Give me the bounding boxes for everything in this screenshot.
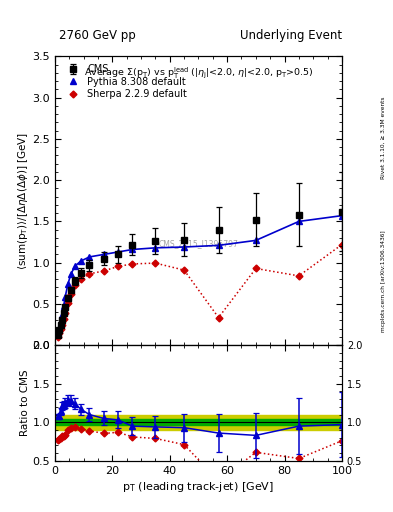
Pythia 8.308 default — [73, 263, 77, 269]
Text: Average $\Sigma$(p$_{\rm T}$) vs p$_{\rm T}^{\rm lead}$ (|$\eta_{\rm j}$|<2.0, $: Average $\Sigma$(p$_{\rm T}$) vs p$_{\rm… — [84, 65, 313, 80]
Sherpa 2.2.9 default — [101, 268, 106, 274]
Pythia 8.308 default — [63, 294, 68, 301]
Sherpa 2.2.9 default — [61, 316, 66, 323]
Pythia 8.308 default — [253, 238, 258, 244]
Pythia 8.308 default — [182, 244, 187, 250]
Bar — [55, 419, 342, 425]
Pythia 8.308 default — [66, 281, 70, 287]
Pythia 8.308 default — [116, 249, 121, 255]
Pythia 8.308 default — [61, 304, 66, 310]
Text: mcplots.cern.ch [arXiv:1306.3436]: mcplots.cern.ch [arXiv:1306.3436] — [381, 231, 386, 332]
Sherpa 2.2.9 default — [68, 291, 73, 297]
Pythia 8.308 default — [57, 326, 62, 332]
Y-axis label: Ratio to CMS: Ratio to CMS — [20, 370, 29, 436]
Sherpa 2.2.9 default — [297, 273, 301, 279]
Line: Pythia 8.308 default: Pythia 8.308 default — [55, 213, 345, 336]
Sherpa 2.2.9 default — [153, 260, 158, 266]
Text: 2760 GeV pp: 2760 GeV pp — [59, 29, 136, 42]
X-axis label: p$_{\rm T}$ (leading track-jet) [GeV]: p$_{\rm T}$ (leading track-jet) [GeV] — [123, 480, 274, 494]
Sherpa 2.2.9 default — [79, 276, 83, 282]
Sherpa 2.2.9 default — [216, 314, 221, 321]
Sherpa 2.2.9 default — [130, 261, 135, 267]
Sherpa 2.2.9 default — [66, 300, 70, 306]
Sherpa 2.2.9 default — [182, 267, 187, 273]
Pythia 8.308 default — [55, 331, 60, 337]
Pythia 8.308 default — [340, 212, 344, 219]
Pythia 8.308 default — [79, 258, 83, 264]
Sherpa 2.2.9 default — [340, 242, 344, 248]
Line: Sherpa 2.2.9 default: Sherpa 2.2.9 default — [55, 242, 344, 339]
Y-axis label: $\langle$sum(p$_{\rm T}$)$\rangle$/$[\Delta\eta\Delta(\Delta\phi)]$ [GeV]: $\langle$sum(p$_{\rm T}$)$\rangle$/$[\De… — [16, 132, 29, 270]
Bar — [55, 415, 342, 430]
Pythia 8.308 default — [297, 218, 301, 224]
Pythia 8.308 default — [130, 246, 135, 252]
Text: Underlying Event: Underlying Event — [240, 29, 342, 42]
Text: CMS_2015_I1395797: CMS_2015_I1395797 — [158, 240, 239, 249]
Sherpa 2.2.9 default — [57, 330, 62, 336]
Legend: CMS, Pythia 8.308 default, Sherpa 2.2.9 default: CMS, Pythia 8.308 default, Sherpa 2.2.9 … — [60, 61, 190, 102]
Sherpa 2.2.9 default — [116, 263, 121, 269]
Sherpa 2.2.9 default — [73, 282, 77, 288]
Pythia 8.308 default — [216, 242, 221, 248]
Pythia 8.308 default — [101, 251, 106, 258]
Pythia 8.308 default — [87, 254, 92, 260]
Sherpa 2.2.9 default — [253, 265, 258, 271]
Pythia 8.308 default — [60, 312, 64, 318]
Sherpa 2.2.9 default — [55, 334, 60, 340]
Sherpa 2.2.9 default — [63, 310, 68, 316]
Pythia 8.308 default — [153, 245, 158, 251]
Sherpa 2.2.9 default — [60, 322, 64, 328]
Sherpa 2.2.9 default — [59, 326, 63, 332]
Sherpa 2.2.9 default — [87, 271, 92, 277]
Pythia 8.308 default — [68, 271, 73, 278]
Pythia 8.308 default — [59, 319, 63, 325]
Text: Rivet 3.1.10, ≥ 3.3M events: Rivet 3.1.10, ≥ 3.3M events — [381, 97, 386, 180]
